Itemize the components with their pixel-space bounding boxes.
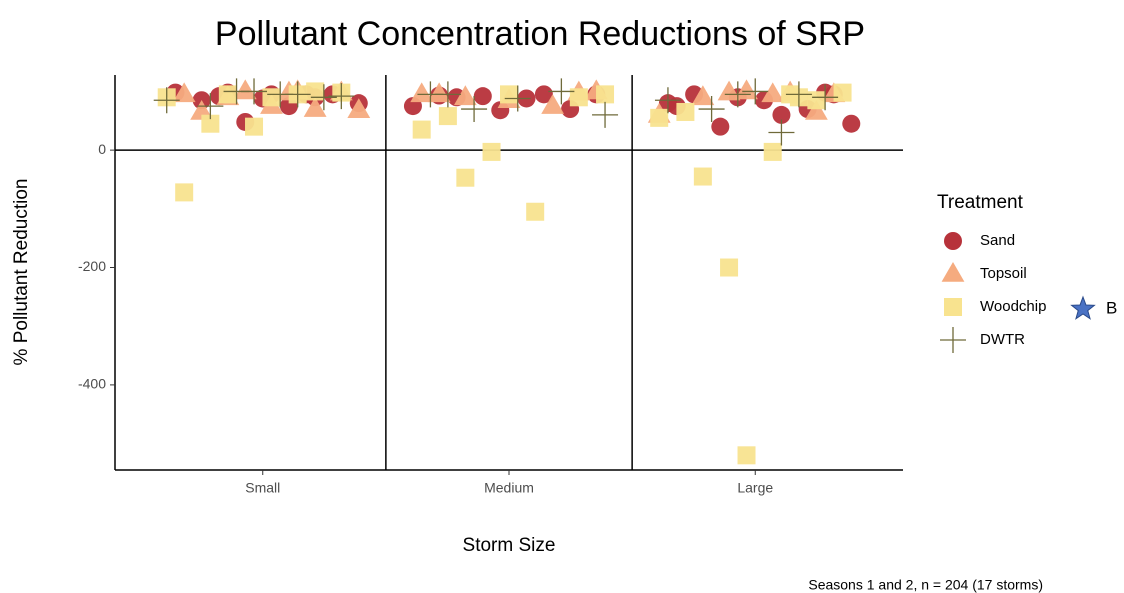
point bbox=[453, 85, 477, 106]
point bbox=[410, 82, 434, 103]
legend-marker bbox=[944, 232, 962, 250]
point bbox=[233, 79, 257, 100]
point bbox=[153, 87, 180, 114]
point bbox=[526, 202, 545, 221]
point bbox=[717, 80, 741, 101]
point bbox=[456, 168, 475, 187]
point bbox=[742, 78, 769, 105]
point bbox=[763, 142, 782, 161]
point bbox=[596, 85, 615, 104]
point bbox=[676, 102, 695, 121]
point bbox=[785, 81, 812, 108]
point bbox=[812, 84, 839, 111]
point bbox=[482, 142, 501, 161]
point bbox=[412, 120, 431, 139]
y-tick-label: -400 bbox=[78, 376, 106, 392]
point bbox=[461, 96, 488, 123]
point bbox=[310, 84, 337, 111]
point bbox=[720, 258, 739, 277]
legend-marker bbox=[941, 262, 965, 282]
legend-label: B bbox=[1106, 298, 1117, 317]
y-tick-label: -200 bbox=[78, 258, 106, 274]
point bbox=[504, 85, 531, 112]
point bbox=[197, 93, 224, 120]
x-tick-label: Medium bbox=[484, 480, 534, 496]
point bbox=[172, 82, 196, 103]
point bbox=[438, 107, 457, 126]
caption: Seasons 1 and 2, n = 204 (17 storms) bbox=[808, 577, 1043, 593]
point bbox=[691, 85, 715, 106]
point bbox=[201, 114, 220, 133]
point bbox=[218, 85, 237, 104]
point bbox=[434, 81, 461, 108]
point bbox=[548, 78, 575, 105]
point bbox=[711, 117, 730, 136]
legend-label: Sand bbox=[980, 232, 1015, 249]
legend-marker bbox=[944, 298, 962, 316]
point bbox=[807, 91, 826, 110]
point bbox=[761, 82, 785, 103]
point bbox=[306, 82, 325, 101]
point bbox=[698, 96, 725, 123]
point bbox=[534, 85, 553, 104]
point bbox=[328, 83, 355, 110]
legend-marker bbox=[1070, 295, 1096, 320]
x-tick-label: Large bbox=[737, 480, 773, 496]
point bbox=[175, 183, 194, 202]
x-axis-label: Storm Size bbox=[463, 535, 556, 556]
x-tick-label: Small bbox=[245, 480, 280, 496]
y-tick-label: 0 bbox=[98, 141, 106, 157]
point bbox=[833, 83, 852, 102]
point bbox=[303, 97, 327, 117]
point bbox=[500, 85, 518, 104]
point bbox=[724, 81, 751, 108]
point bbox=[241, 78, 268, 105]
point bbox=[541, 94, 565, 114]
point bbox=[569, 88, 588, 107]
point bbox=[427, 82, 451, 103]
point bbox=[768, 119, 795, 146]
point bbox=[693, 167, 712, 186]
legend-label: DWTR bbox=[980, 331, 1025, 348]
point bbox=[473, 87, 492, 106]
legend-marker bbox=[940, 327, 966, 353]
point bbox=[650, 108, 669, 127]
chart-title: Pollutant Concentration Reductions of SR… bbox=[215, 15, 865, 53]
legend-label: Topsoil bbox=[980, 265, 1027, 282]
point bbox=[347, 98, 371, 119]
point bbox=[245, 117, 264, 136]
point bbox=[737, 446, 756, 465]
point bbox=[772, 105, 791, 124]
point bbox=[842, 114, 861, 133]
point bbox=[284, 81, 311, 108]
point bbox=[592, 101, 619, 128]
point bbox=[262, 88, 281, 107]
legend-label: Woodchip bbox=[980, 298, 1046, 315]
legend-title: Treatment bbox=[937, 192, 1024, 213]
point bbox=[654, 87, 681, 114]
y-axis-label: % Pollutant Reduction bbox=[11, 179, 32, 366]
point bbox=[804, 99, 828, 120]
